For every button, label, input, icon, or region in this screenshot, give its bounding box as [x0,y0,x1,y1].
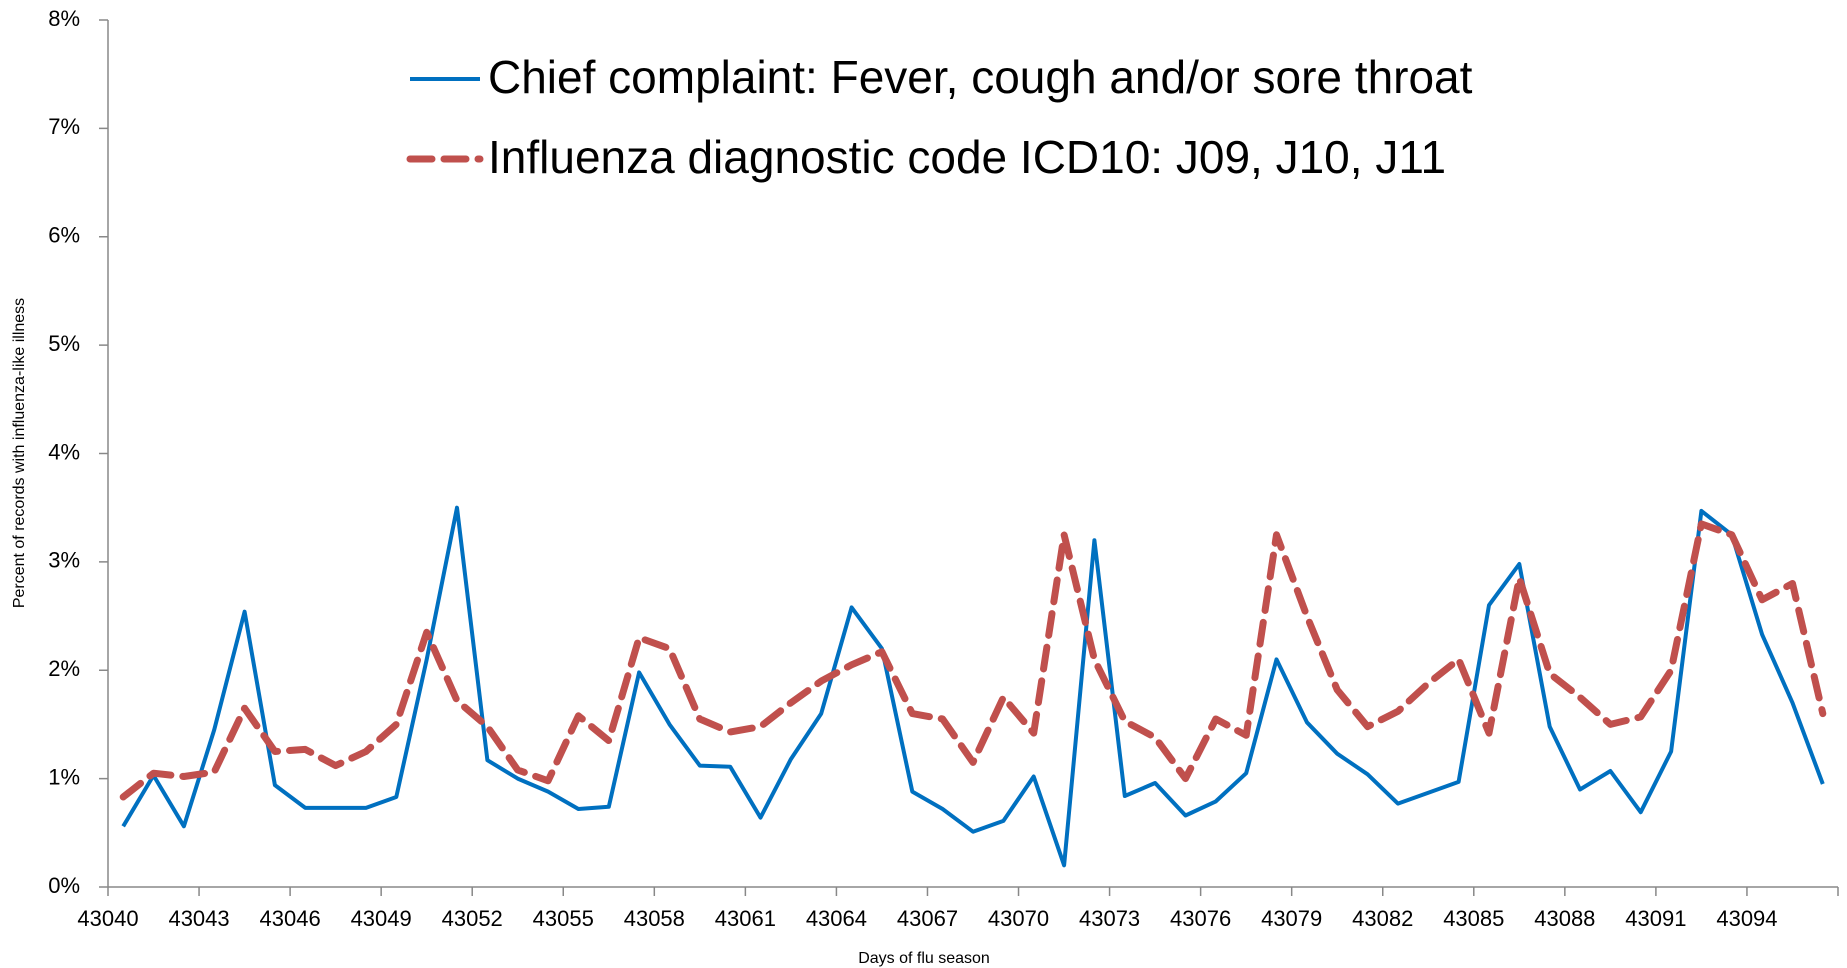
x-tick-label: 43094 [1716,906,1777,931]
x-tick-label: 43085 [1443,906,1504,931]
legend-label: Influenza diagnostic code ICD10: J09, J1… [488,131,1446,183]
x-tick-label: 43070 [988,906,1049,931]
y-tick-label: 0% [48,873,80,898]
y-tick-label: 4% [48,439,80,464]
y-tick-label: 1% [48,764,80,789]
y-tick-label: 7% [48,114,80,139]
x-tick-label: 43046 [260,906,321,931]
x-tick-label: 43064 [806,906,867,931]
series-line [119,520,1827,801]
x-tick-label: 43052 [442,906,503,931]
x-tick-label: 43079 [1261,906,1322,931]
legend-label: Chief complaint: Fever, cough and/or sor… [488,51,1473,103]
x-tick-label: 43055 [533,906,594,931]
x-tick-label: 43043 [168,906,229,931]
x-tick-label: 43040 [77,906,138,931]
x-tick-label: 43088 [1534,906,1595,931]
x-tick-label: 43076 [1170,906,1231,931]
y-tick-label: 5% [48,331,80,356]
x-tick-label: 43082 [1352,906,1413,931]
y-tick-label: 6% [48,223,80,248]
y-axis-title: Percent of records with influenza-like i… [11,298,28,608]
x-tick-label: 43091 [1625,906,1686,931]
x-tick-label: 43073 [1079,906,1140,931]
x-tick-label: 43067 [897,906,958,931]
x-tick-label: 43061 [715,906,776,931]
y-tick-label: 3% [48,548,80,573]
y-tick-label: 8% [48,6,80,31]
x-axis-title: Days of flu season [858,950,990,967]
series-line [121,505,1825,868]
y-tick-label: 2% [48,656,80,681]
x-tick-label: 43049 [351,906,412,931]
x-tick-label: 43058 [624,906,685,931]
